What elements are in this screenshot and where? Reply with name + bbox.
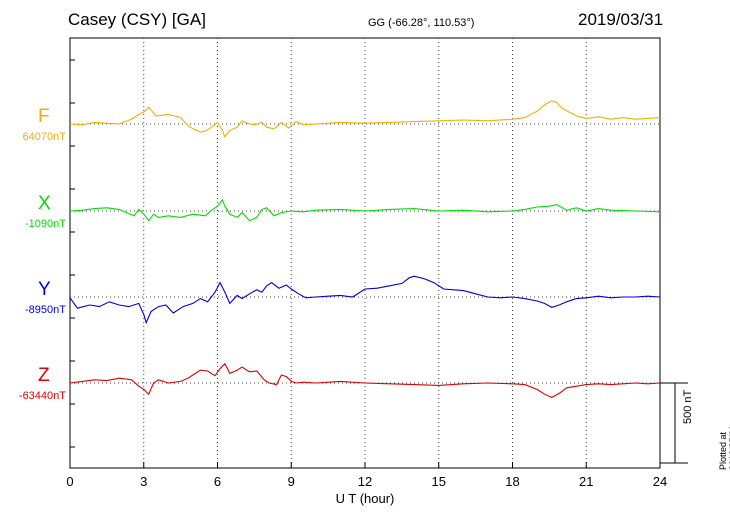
component-letter-y: Y [38, 279, 51, 300]
date-label: 2019/03/31 [578, 10, 664, 29]
component-letter-z: Z [38, 365, 50, 386]
x-tick-label: 9 [288, 474, 295, 489]
series-line-y [69, 275, 661, 325]
series-line-z [69, 362, 661, 399]
baseline-label-z: -63440nT [18, 390, 66, 402]
baseline-label-f: 64070nT [22, 131, 66, 143]
x-tick-label: 0 [66, 474, 73, 489]
x-tick-label: 21 [579, 474, 593, 489]
x-tick-label: 15 [432, 474, 446, 489]
series-line-f [69, 100, 661, 138]
x-tick-label: 18 [505, 474, 519, 489]
x-axis-label: U T (hour) [336, 491, 395, 506]
plotted-timestamp: Plotted at 2019/05/01 01:36 UT [718, 424, 730, 470]
coordinates-label: GG (-66.28°, 110.53°) [368, 17, 475, 29]
baseline-label-x: -1090nT [25, 218, 66, 230]
component-letter-x: X [38, 193, 51, 214]
scale-bar-label: 500 nT [682, 389, 694, 424]
x-tick-label: 3 [140, 474, 147, 489]
x-tick-label: 24 [653, 474, 667, 489]
component-letter-f: F [38, 106, 50, 127]
station-title: Casey (CSY) [GA] [68, 10, 206, 29]
x-tick-label: 12 [358, 474, 372, 489]
series-line-x [69, 198, 661, 222]
x-tick-label: 6 [214, 474, 221, 489]
baseline-label-y: -8950nT [25, 304, 66, 316]
